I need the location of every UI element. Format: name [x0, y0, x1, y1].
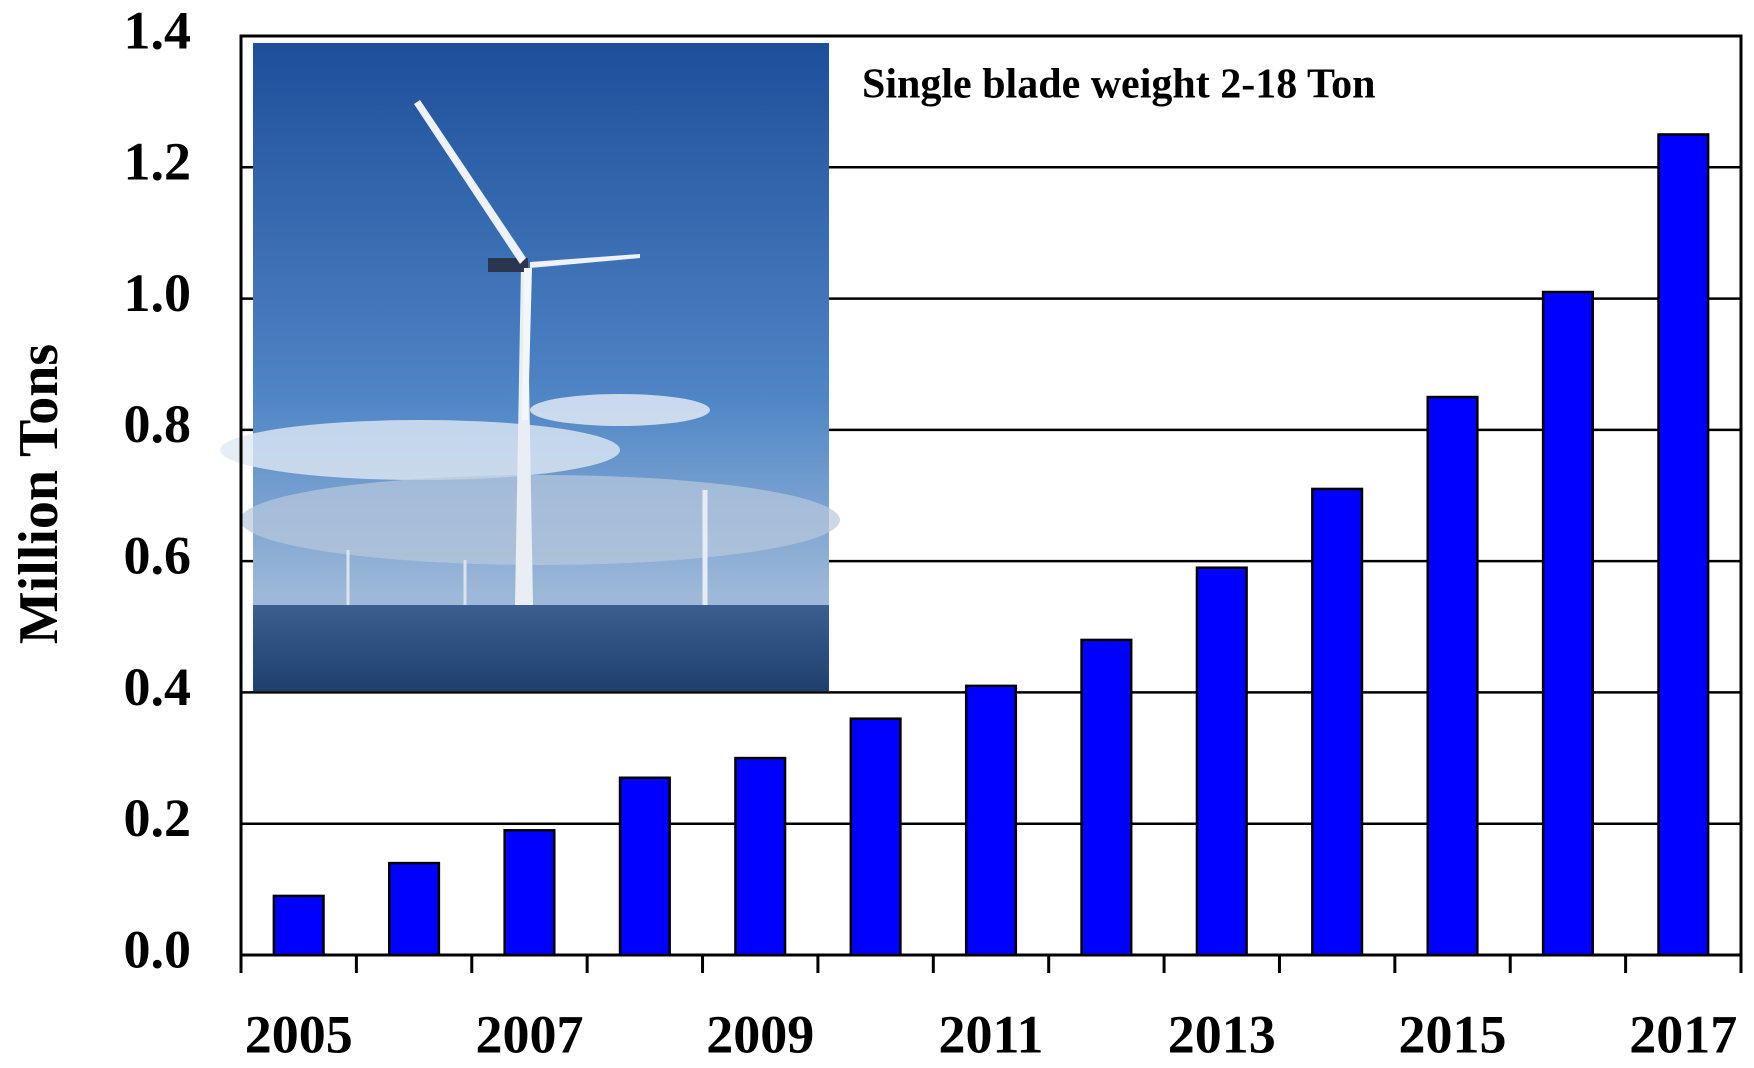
bar [1080, 638, 1133, 957]
x-tick-label: 2007 [475, 1004, 583, 1064]
bar [272, 894, 325, 957]
bar [1541, 290, 1594, 957]
y-tick-label: 1.2 [124, 132, 192, 192]
y-tick-label: 1.4 [124, 0, 192, 60]
bar [849, 717, 902, 957]
x-tick-label: 2017 [1629, 1004, 1737, 1064]
bar [1657, 133, 1710, 957]
y-tick-label: 0.8 [124, 394, 192, 454]
photo [220, 43, 840, 691]
x-tick-label: 2011 [938, 1004, 1043, 1064]
bar [618, 776, 671, 957]
annotation: Single blade weight 2-18 Ton [862, 62, 1375, 108]
bar [964, 684, 1018, 957]
y-tick-label: 0.0 [124, 919, 192, 979]
x-tick-label: 2009 [706, 1004, 814, 1064]
y-tick-label: 0.2 [124, 788, 192, 848]
bar [734, 756, 787, 957]
x-tick-label: 2015 [1399, 1004, 1507, 1064]
y-axis-title: Million Tons [8, 344, 70, 644]
bar [388, 861, 441, 957]
bar [1195, 566, 1248, 957]
bar [1311, 487, 1364, 957]
y-tick-label: 1.0 [124, 263, 192, 323]
y-tick-label: 0.4 [124, 657, 192, 717]
x-tick-label: 2013 [1168, 1004, 1276, 1064]
x-tick-label: 2005 [245, 1004, 353, 1064]
y-tick-label: 0.6 [124, 526, 192, 586]
bar [503, 829, 556, 957]
bar [1426, 395, 1479, 957]
